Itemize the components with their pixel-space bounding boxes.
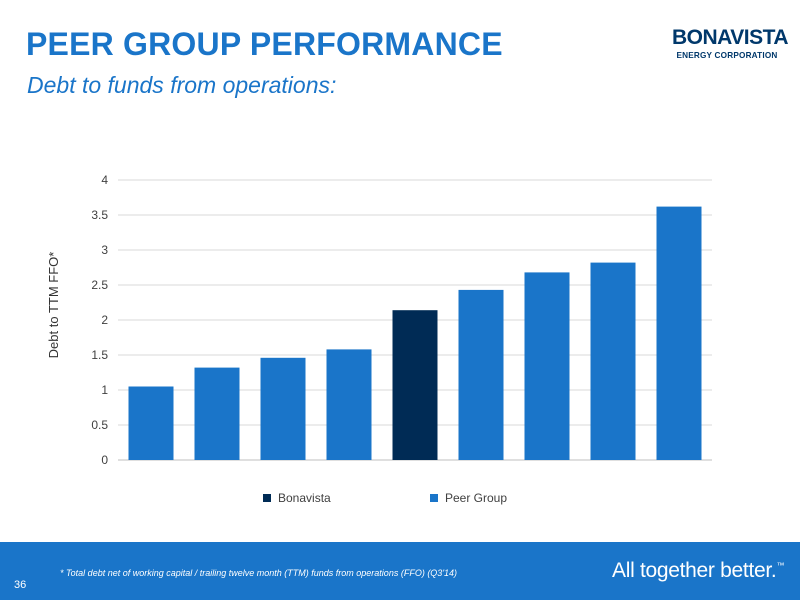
bar-bonavista — [392, 310, 438, 460]
footnote: * Total debt net of working capital / tr… — [60, 568, 458, 578]
bar-peer-group — [128, 386, 174, 460]
chart-legend: Bonavista Peer Group — [263, 491, 507, 505]
page-number: 36 — [14, 579, 27, 591]
bar-peer-group — [590, 262, 636, 460]
y-tick-label: 3 — [101, 243, 108, 257]
bar-peer-group — [656, 206, 702, 460]
y-tick-label: 1 — [101, 383, 108, 397]
tagline-text: All together better. — [612, 559, 777, 582]
company-logo: BONAVISTA ENERGY CORPORATION — [672, 26, 789, 60]
tagline: All together better.™ — [612, 559, 784, 583]
y-axis-label: Debt to TTM FFO* — [46, 252, 61, 359]
bar-chart: 0 0.5 1 1.5 2 2.5 3 3.5 4 Debt to TTM FFO* Bonav… — [46, 173, 712, 505]
page-title: PEER GROUP PERFORMANCE — [26, 26, 503, 62]
logo-name: BONAVISTA — [672, 26, 789, 49]
legend-swatch — [430, 494, 438, 502]
footer-bar: 36 * Total debt net of working capital /… — [0, 542, 800, 600]
y-tick-label: 2 — [101, 313, 108, 327]
legend-label: Bonavista — [278, 491, 331, 505]
legend-swatch — [263, 494, 271, 502]
y-tick-label: 4 — [101, 173, 108, 187]
bar-peer-group — [458, 289, 504, 460]
bar-peer-group — [260, 357, 306, 460]
legend-label: Peer Group — [445, 491, 507, 505]
chart-bars — [128, 206, 702, 460]
page-subtitle: Debt to funds from operations: — [27, 72, 337, 98]
y-tick-label: 1.5 — [91, 348, 108, 362]
chart-y-ticks: 0 0.5 1 1.5 2 2.5 3 3.5 4 — [91, 173, 108, 467]
bar-peer-group — [326, 349, 372, 460]
y-tick-label: 2.5 — [91, 278, 108, 292]
logo-subtitle: ENERGY CORPORATION — [676, 51, 778, 60]
trademark-mark: ™ — [776, 561, 785, 570]
y-tick-label: 3.5 — [91, 208, 108, 222]
y-tick-label: 0.5 — [91, 418, 108, 432]
y-tick-label: 0 — [101, 453, 108, 467]
bar-peer-group — [194, 367, 240, 460]
bar-peer-group — [524, 272, 570, 460]
